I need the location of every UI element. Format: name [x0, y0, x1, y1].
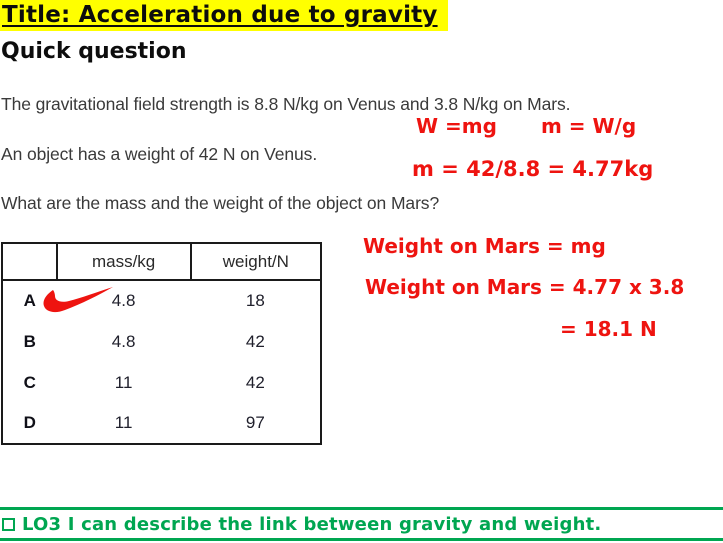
row-label: C	[23, 372, 36, 392]
mass-value: 4.8	[111, 291, 136, 310]
table-header-row: mass/kg weight/N	[2, 243, 321, 281]
weight-value: 42	[245, 331, 265, 351]
question-line-1: The gravitational field strength is 8.8 …	[1, 94, 571, 114]
question-line-3: What are the mass and the weight of the …	[1, 193, 440, 213]
header-weight: weight/N	[189, 243, 321, 281]
annotation-mass-formula: m = W/g	[540, 114, 637, 138]
row-label: B	[23, 331, 36, 351]
answer-options-table: mass/kg weight/N A 4.8 18 B 4.8 42 C 11 …	[1, 242, 322, 445]
table-row-c: C 11 42	[2, 362, 321, 403]
weight-value: 97	[245, 413, 265, 432]
weight-value: 42	[245, 372, 265, 392]
mass-value: 4.8	[111, 331, 136, 351]
annotation-mars-line-1: Weight on Mars = mg	[363, 234, 606, 258]
row-label: A	[23, 291, 36, 310]
page-title: Title: Acceleration due to gravity	[0, 0, 448, 31]
weight-value: 18	[245, 291, 265, 310]
header-blank-cell	[2, 243, 57, 281]
mass-value: 11	[114, 413, 133, 432]
check-swoosh-icon	[43, 287, 113, 313]
table-row-b: B 4.8 42	[2, 321, 321, 362]
table-row-a: A 4.8 18	[2, 280, 321, 321]
row-label: D	[23, 413, 36, 432]
checkbox-icon	[2, 517, 15, 531]
annotation-mars-line-2: Weight on Mars = 4.77 x 3.8	[365, 275, 685, 299]
mass-value: 11	[114, 372, 133, 392]
annotation-mars-line-3: = 18.1 N	[560, 317, 657, 341]
header-mass: mass/kg	[55, 243, 191, 281]
annotation-formulas: W =mg m = W/g	[416, 114, 636, 138]
annotation-weight-formula: W =mg	[416, 114, 497, 138]
annotation-mass-calculation: m = 42/8.8 = 4.77kg	[412, 157, 654, 181]
question-line-2: An object has a weight of 42 N on Venus.	[1, 144, 318, 164]
learning-objective-text: LO3 I can describe the link between grav…	[22, 513, 602, 535]
learning-objective-banner: LO3 I can describe the link between grav…	[0, 507, 723, 541]
table-row-d: D 11 97	[2, 403, 321, 444]
subtitle-quick-question: Quick question	[1, 39, 187, 64]
